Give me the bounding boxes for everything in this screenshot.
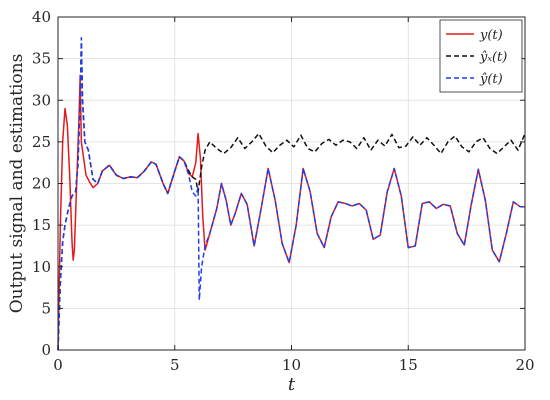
- legend: 𝑦(𝑡) 𝑦̂ₓ(𝑡) 𝑦̂(𝑡): [439, 19, 523, 93]
- series-lines: [57, 37, 526, 351]
- y-axis-label: Output signal and estimations: [7, 54, 27, 314]
- y-tick-label: 20: [32, 175, 51, 193]
- y-tick-label: 5: [41, 299, 51, 317]
- y-tick-label: 0: [41, 341, 51, 359]
- x-tick-label: 0: [53, 356, 63, 374]
- x-tick-label: 5: [170, 356, 180, 374]
- y-tick-label: 30: [32, 91, 51, 109]
- y-tick-label: 10: [32, 258, 51, 276]
- legend-box: [439, 19, 523, 93]
- axis-ticks: 0 5 10 15 20 0 5 10 15 20 25 30 35 40: [32, 8, 535, 374]
- y-tick-label: 15: [32, 216, 51, 234]
- x-tick-label: 15: [399, 356, 418, 374]
- x-tick-label: 10: [282, 356, 301, 374]
- y-tick-label: 25: [32, 133, 51, 151]
- legend-label-1: 𝑦(𝑡): [479, 28, 503, 43]
- x-axis-label: t: [288, 374, 296, 395]
- legend-label-2: 𝑦̂ₓ(𝑡): [479, 50, 507, 65]
- y-tick-label: 40: [32, 8, 51, 26]
- x-tick-label: 20: [515, 356, 534, 374]
- legend-label-3: 𝑦̂(𝑡): [479, 72, 503, 87]
- y-tick-label: 35: [32, 50, 51, 68]
